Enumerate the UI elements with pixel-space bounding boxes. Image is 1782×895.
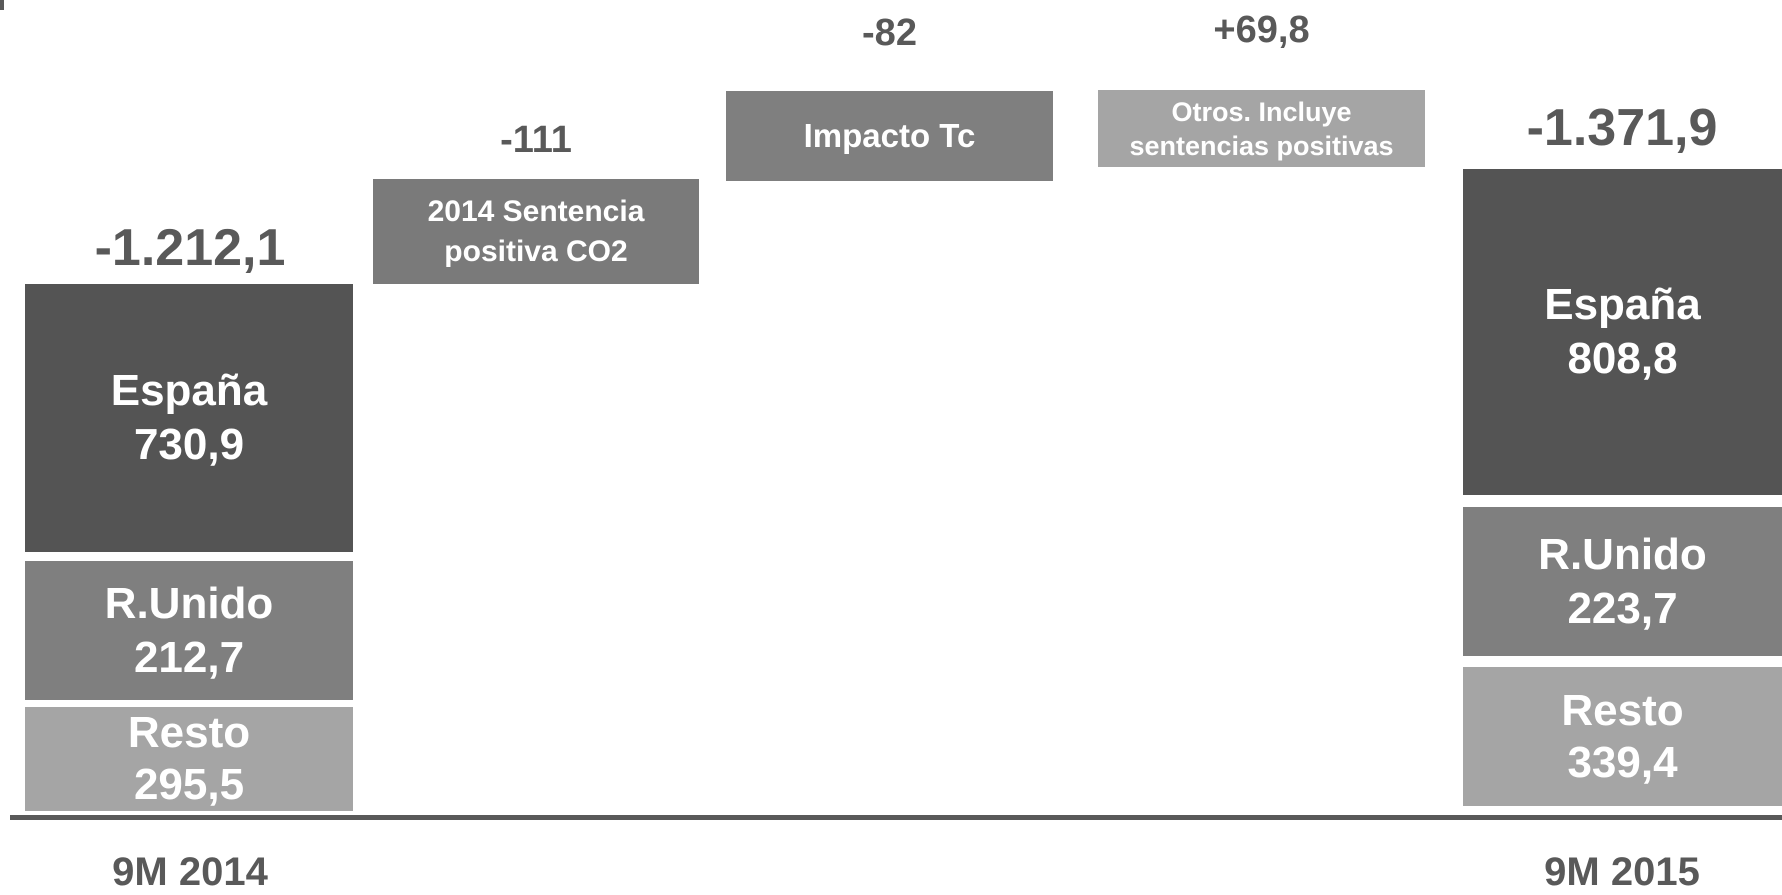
x-axis-line bbox=[10, 815, 1782, 820]
step-bar-3-line-2: sentencias positivas bbox=[1129, 130, 1394, 161]
bar-2014-resto-value: 295,5 bbox=[133, 760, 245, 809]
bar-2014-espana-name: España bbox=[110, 366, 268, 415]
bar-2015-resto: Resto 339,4 bbox=[1463, 667, 1782, 806]
step-bar-3: Otros. Incluye sentencias positivas bbox=[1098, 90, 1425, 167]
delta-label-3: +69,8 bbox=[1213, 9, 1310, 51]
delta-label-2: -82 bbox=[862, 12, 917, 54]
total-label-2014: -1.212,1 bbox=[94, 219, 286, 277]
step-bar-3-line-1: Otros. Incluye bbox=[1171, 96, 1352, 127]
bar-2015-espana-name: España bbox=[1544, 280, 1701, 329]
step-bar-1-line-2: positiva CO2 bbox=[444, 234, 628, 268]
bar-2015-espana-value: 808,8 bbox=[1567, 334, 1678, 383]
step-bar-2: Impacto Tc bbox=[726, 91, 1053, 181]
bar-2015-runido-value: 223,7 bbox=[1567, 583, 1678, 633]
bar-2015-resto-value: 339,4 bbox=[1567, 737, 1678, 787]
corner-mark bbox=[0, 0, 4, 10]
bar-2014-runido-name: R.Unido bbox=[104, 578, 274, 628]
category-label-2014: 9M 2014 bbox=[112, 850, 268, 894]
bar-2014-espana: España 730,9 bbox=[25, 284, 353, 552]
bar-2015-resto-name: Resto bbox=[1561, 685, 1684, 735]
step-bar-1-line-1: 2014 Sentencia bbox=[427, 194, 645, 228]
bar-2015-runido-name: R.Unido bbox=[1538, 529, 1707, 579]
delta-label-1: -111 bbox=[500, 119, 572, 161]
bar-2014-runido: R.Unido 212,7 bbox=[25, 561, 353, 700]
step-bar-1: 2014 Sentencia positiva CO2 bbox=[373, 179, 699, 284]
bar-2014-resto-name: Resto bbox=[127, 708, 251, 757]
bar-2015-espana: España 808,8 bbox=[1463, 169, 1782, 495]
bar-2014-runido-value: 212,7 bbox=[133, 632, 245, 682]
category-label-2015: 9M 2015 bbox=[1544, 850, 1700, 894]
bar-2014-espana-value: 730,9 bbox=[133, 420, 245, 469]
total-label-2015: -1.371,9 bbox=[1526, 99, 1718, 157]
bar-2015-runido: R.Unido 223,7 bbox=[1463, 507, 1782, 656]
bar-2014-resto: Resto 295,5 bbox=[25, 707, 353, 811]
step-bar-2-line-1: Impacto Tc bbox=[803, 117, 976, 154]
